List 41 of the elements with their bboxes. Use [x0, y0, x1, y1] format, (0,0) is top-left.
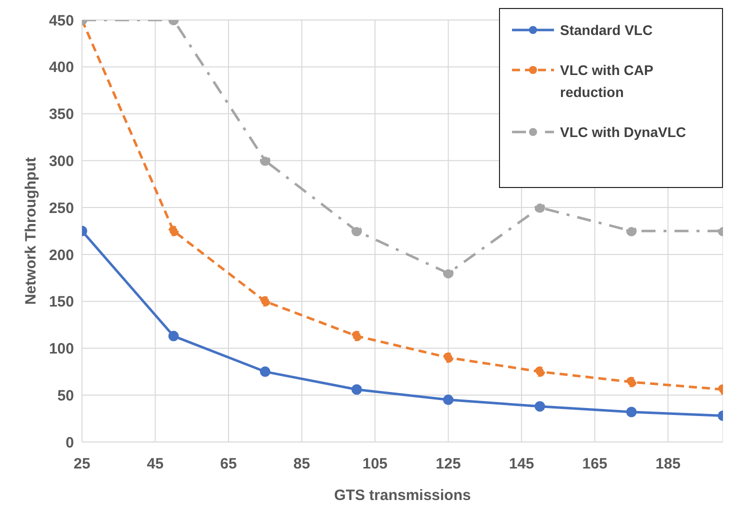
y-tick-label: 400 — [48, 59, 74, 76]
y-tick-label: 450 — [48, 12, 74, 30]
point — [443, 268, 454, 278]
point — [260, 296, 270, 307]
x-axis-title: GTS transmissions — [334, 487, 471, 504]
x-tick-label: 165 — [582, 456, 608, 473]
y-tick-label: 150 — [48, 294, 74, 311]
y-tick-label: 350 — [48, 106, 74, 124]
point — [260, 366, 270, 377]
x-tick-label: 45 — [146, 456, 164, 473]
legend-label: VLC with CAP reduction — [560, 61, 654, 102]
point — [443, 394, 454, 406]
point — [443, 352, 454, 363]
x-tick-label: 185 — [656, 456, 681, 473]
point — [534, 202, 546, 213]
x-tick-label: 65 — [220, 456, 237, 473]
y-tick-label: 100 — [48, 340, 74, 358]
y-tick-label: 0 — [66, 434, 74, 452]
y-tick-label: 200 — [48, 246, 74, 264]
x-tick-label: 125 — [436, 456, 461, 473]
y-tick-label: 50 — [57, 387, 74, 404]
point — [534, 366, 546, 377]
legend-label: VLC with DynaVLC — [560, 123, 686, 142]
x-tick-label: 105 — [362, 456, 388, 473]
point — [351, 226, 362, 236]
point — [626, 406, 637, 418]
x-tick-label: 145 — [509, 456, 534, 473]
point — [626, 226, 637, 236]
y-tick-label: 250 — [48, 200, 74, 217]
y-axis-title: Network Throughput — [22, 157, 40, 305]
x-tick-label: 25 — [74, 456, 90, 473]
point — [626, 376, 637, 388]
point — [351, 330, 362, 342]
y-tick-label: 300 — [48, 152, 74, 170]
point — [168, 330, 179, 342]
point — [260, 155, 270, 166]
point — [534, 401, 546, 412]
legend-label: Standard VLC — [560, 21, 653, 40]
x-tick-label: 85 — [293, 456, 310, 473]
point — [168, 226, 179, 236]
point — [351, 384, 362, 395]
